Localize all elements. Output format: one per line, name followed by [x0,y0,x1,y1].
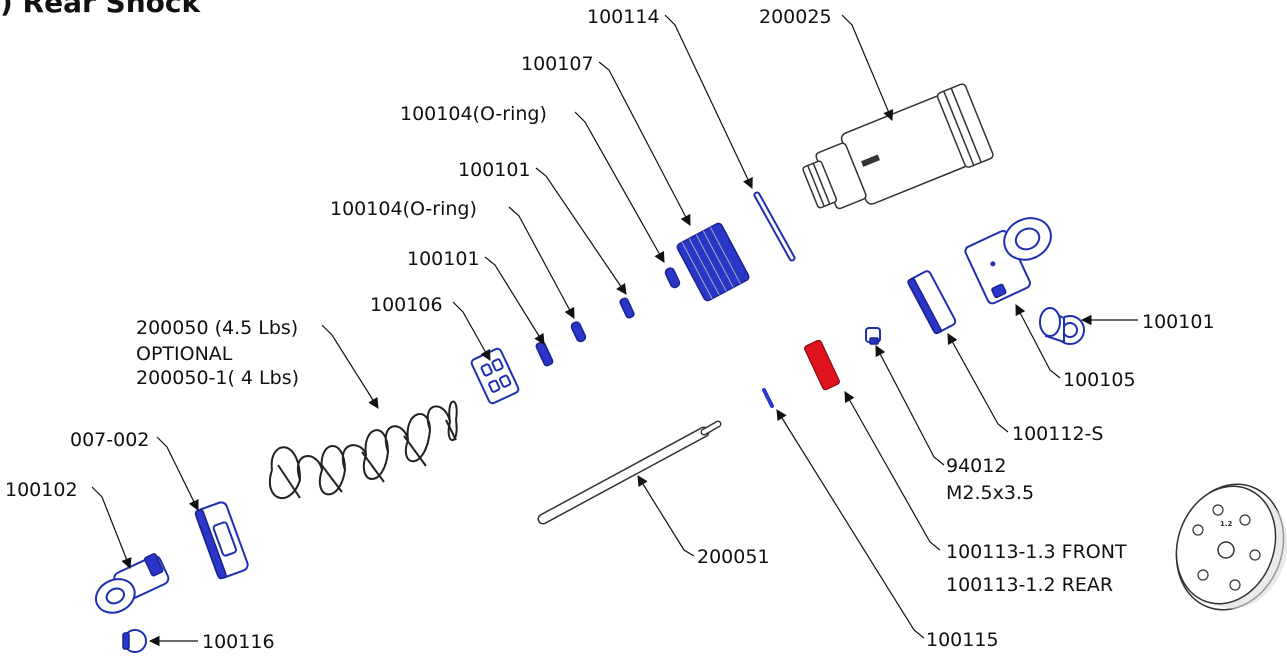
bushing-lower-part [535,341,554,367]
leader-lines [91,14,1138,647]
label-200025: 200025 [759,6,832,28]
lower-rod-end-part [94,553,170,614]
limiter-red-part [804,339,840,391]
svg-text:1.2: 1.2 [1220,520,1233,528]
piston-disc-part: 1.2 [1175,483,1287,611]
label-100107: 100107 [521,53,594,75]
label-100114: 100114 [587,6,660,28]
label-100116: 100116 [202,631,275,653]
label-200051: 200051 [697,546,770,568]
shaft-seal-part [753,191,796,262]
end-cap-part [907,270,957,335]
shock-shaft-part [537,420,722,525]
label-100105: 100105 [1063,369,1136,391]
label-100115: 100115 [926,629,999,651]
upper-mount-part [964,217,1052,305]
oring-lower-part [570,321,587,343]
label-200050-line3: 200050-1( 4 Lbs) [136,367,299,389]
label-100106: 100106 [370,294,443,316]
diagram-title: ) Rear Shock [0,0,201,19]
spring-cup-part [194,501,249,580]
label-100101-right: 100101 [1142,311,1215,333]
label-100101-lower: 100101 [407,248,480,270]
label-200050-line1: 200050 (4.5 Lbs) [136,317,298,339]
screw-part [865,327,881,345]
shock-body-part [802,83,994,210]
pin-part [762,388,774,408]
label-94012: 94012 [946,455,1006,477]
label-100101-upper: 100101 [458,159,531,181]
bushing-upper-part [619,297,635,319]
label-m2-5x3-5: M2.5x3.5 [946,482,1034,504]
label-100113-rear: 100113-1.2 REAR [946,574,1113,596]
label-007-002: 007-002 [70,429,149,451]
label-100113-front: 100113-1.3 FRONT [946,541,1127,563]
label-100104-oring-upper: 100104(O-ring) [400,103,547,125]
threaded-cap-part [676,222,750,302]
top-bushing-part [1039,307,1085,345]
label-100104-oring-lower: 100104(O-ring) [330,198,477,220]
pivot-ball-part [122,629,147,653]
spring-part [269,400,458,500]
piston-part [470,347,520,405]
label-200050-line2: OPTIONAL [136,343,233,365]
oring-upper-part [664,267,681,289]
label-100102: 100102 [5,479,78,501]
label-100112-s: 100112-S [1012,423,1103,445]
